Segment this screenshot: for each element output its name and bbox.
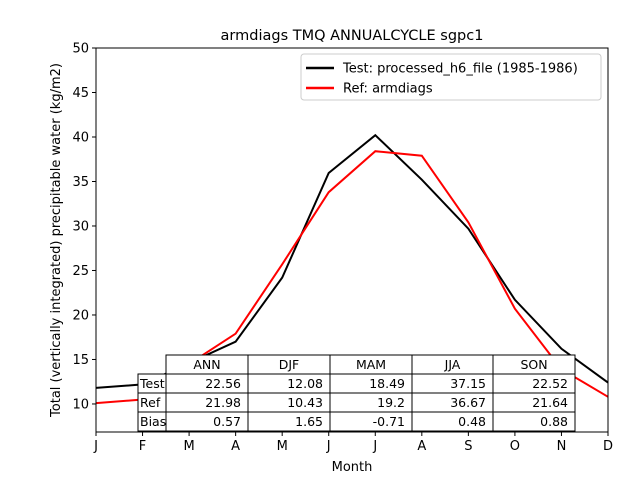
- x-tick-label: F: [139, 439, 146, 454]
- test-series-line: [95, 133, 609, 389]
- y-tick-label: 35: [72, 175, 89, 190]
- x-axis-label: Month: [332, 460, 373, 475]
- legend: Test: processed_h6_file (1985-1986) Ref: …: [300, 53, 602, 101]
- table-cell-value: -0.71: [373, 414, 405, 429]
- x-tick-label: D: [603, 439, 613, 454]
- table-header-label: JJA: [444, 357, 461, 372]
- table-cell-value: 37.15: [450, 376, 486, 391]
- x-tick-label: S: [464, 439, 472, 454]
- y-tick-label: 45: [72, 86, 89, 101]
- table-row-label: Bias: [140, 414, 166, 429]
- table-header-label: DJF: [279, 357, 300, 372]
- table-cell-value: 12.08: [287, 376, 323, 391]
- table-cell-value: 22.56: [205, 376, 241, 391]
- y-tick-label: 30: [72, 219, 89, 234]
- table-cell-value: 10.43: [287, 395, 323, 410]
- stats-table: ANN DJF MAM JJA SON Test 22.56 12.08 18.49 37.15 2…: [137, 354, 576, 432]
- legend-label: Test: processed_h6_file (1985-1986): [342, 62, 578, 77]
- x-tick-label: J: [326, 439, 331, 454]
- table-cell-value: 21.64: [532, 395, 568, 410]
- table-cell: [492, 411, 576, 432]
- x-tick-label: A: [231, 439, 240, 454]
- x-tick-label: N: [557, 439, 567, 454]
- x-tick-label: J: [93, 439, 98, 454]
- x-tick-label: O: [510, 439, 520, 454]
- y-tick-label: 20: [72, 308, 89, 323]
- x-tick-label: A: [417, 439, 426, 454]
- plot-frame: [95, 47, 609, 433]
- y-tick-label: 25: [72, 264, 89, 279]
- table-cell-value: 21.98: [205, 395, 241, 410]
- chart-title: armdiags TMQ ANNUALCYCLE sgpc1: [221, 28, 484, 44]
- table-cell-value: 19.2: [377, 395, 405, 410]
- legend-label: Ref: armdiags: [343, 82, 433, 97]
- table-header-label: MAM: [356, 357, 386, 372]
- legend-box: [300, 53, 602, 101]
- table-cell-value: 1.65: [295, 414, 323, 429]
- y-tick-label: 40: [72, 130, 89, 145]
- table-cell-value: 18.49: [369, 376, 405, 391]
- x-tick-label: M: [277, 439, 288, 454]
- y-tick-label: 10: [72, 397, 89, 412]
- table-header-label: SON: [520, 357, 547, 372]
- x-tick-label: J: [372, 439, 377, 454]
- table-row-label: Ref: [140, 395, 161, 410]
- table-header-label: ANN: [193, 357, 220, 372]
- table-cell-value: 22.52: [532, 376, 568, 391]
- table-cell-value: 0.57: [213, 414, 241, 429]
- table-cell-value: 0.48: [458, 414, 486, 429]
- y-tick-label: 50: [72, 42, 89, 57]
- y-tick-label: 15: [72, 353, 89, 368]
- y-axis-label: Total (vertically integrated) precipitab…: [49, 63, 64, 418]
- table-row-label: Test: [139, 376, 165, 391]
- x-tick-label: M: [183, 439, 194, 454]
- table-cell-value: 36.67: [450, 395, 486, 410]
- table-cell-value: 0.88: [540, 414, 568, 429]
